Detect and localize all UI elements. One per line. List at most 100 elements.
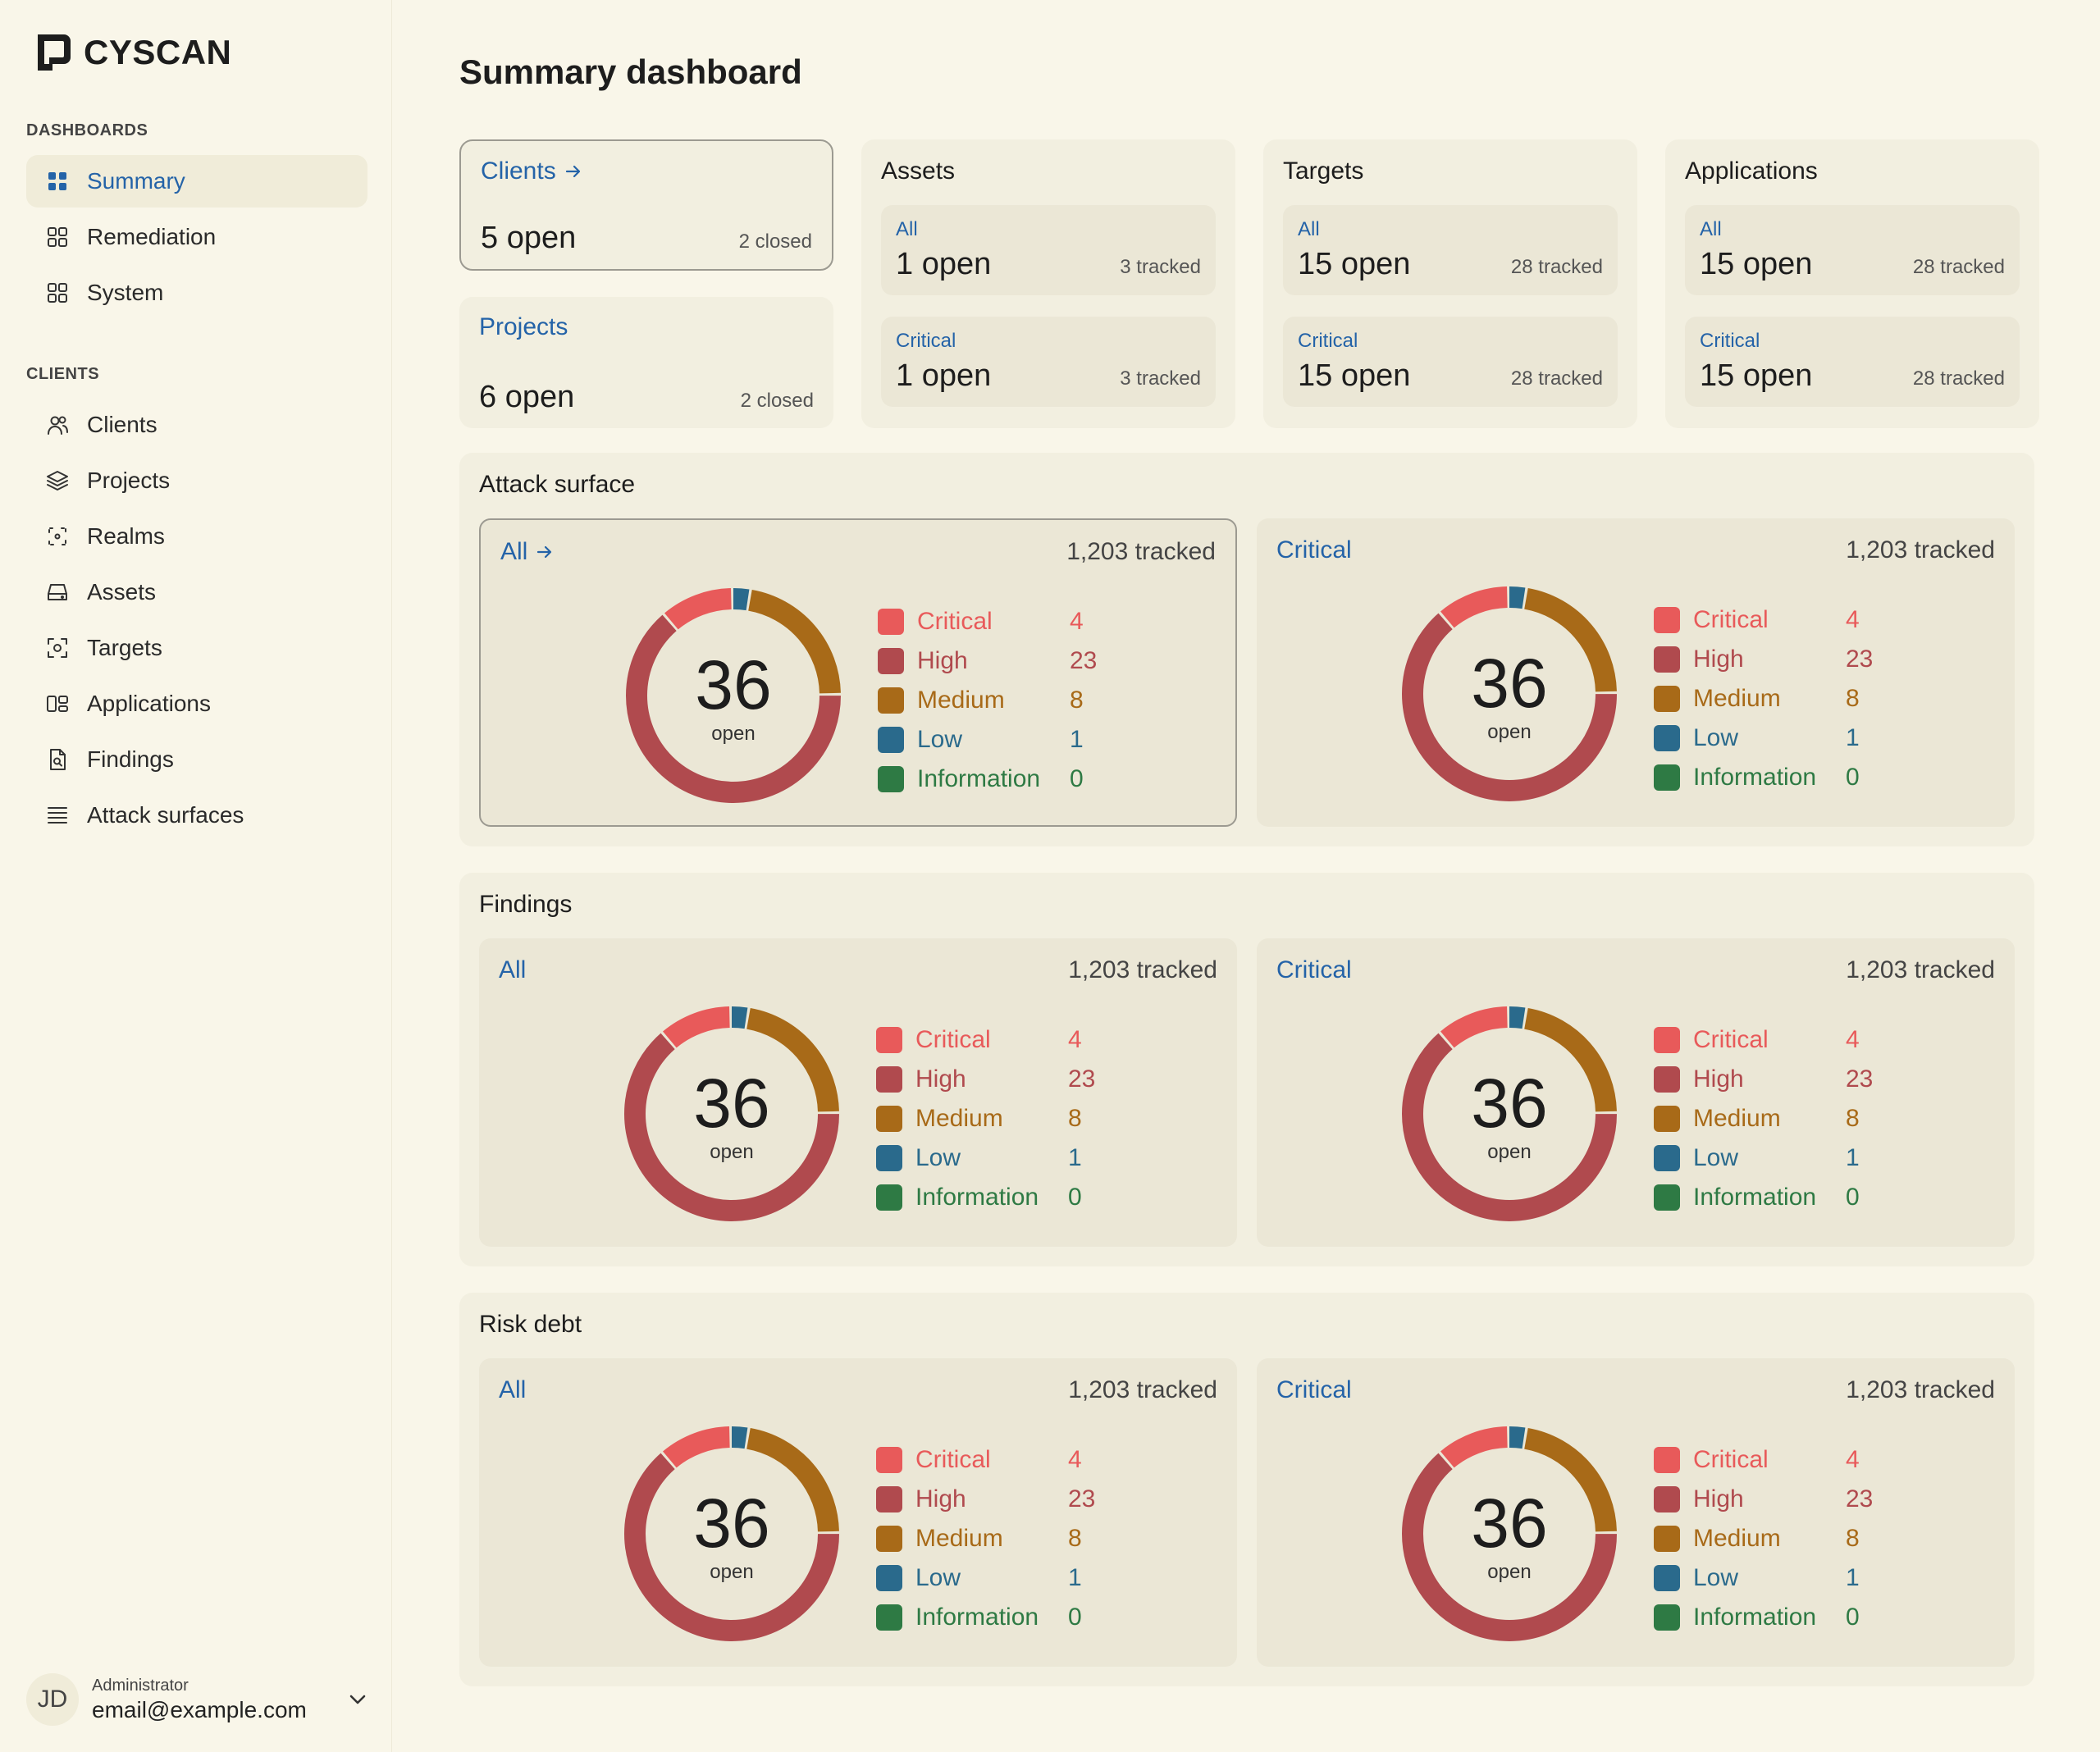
sidebar-item-label: Remediation: [87, 224, 217, 249]
sidebar-item-findings[interactable]: Findings: [26, 733, 368, 786]
projects-open: 6 open: [479, 380, 575, 414]
logo[interactable]: CYSCAN: [31, 26, 365, 79]
donut-chart: [624, 1006, 839, 1221]
legend-item-information[interactable]: Information 0: [878, 760, 1097, 799]
legend-value: 4: [1068, 1446, 1082, 1473]
donut-center-label: open: [1487, 1561, 1532, 1583]
projects-card[interactable]: Projects 6 open 2 closed: [459, 297, 833, 428]
tile-open: 15 open: [1298, 358, 1411, 393]
legend-swatch: [1654, 725, 1680, 751]
donut-center: 36 open: [1401, 1006, 1618, 1222]
sidebar-item-label: Clients: [87, 412, 158, 437]
legend-item-information[interactable]: Information 0: [1654, 1598, 1873, 1637]
findings-critical-chart[interactable]: Critical 1,203 tracked 36 open Critical 4 High…: [1257, 938, 2015, 1247]
chart-label[interactable]: All: [499, 956, 526, 984]
projects-link[interactable]: Projects: [479, 313, 814, 341]
legend-item-medium[interactable]: Medium 8: [1654, 1099, 1873, 1138]
list-icon-wrap: [46, 804, 69, 827]
legend-name: Information: [915, 1184, 1039, 1211]
legend-item-critical[interactable]: Critical 4: [1654, 600, 1873, 640]
tile-label: Critical: [1700, 330, 1760, 352]
legend-item-low[interactable]: Low 1: [1654, 1138, 1873, 1178]
legend-name: High: [915, 1065, 966, 1093]
legend-item-medium[interactable]: Medium 8: [876, 1519, 1095, 1558]
legend-value: 23: [1846, 1065, 1874, 1093]
legend-item-medium[interactable]: Medium 8: [1654, 679, 1873, 719]
sidebar-item-label: Summary: [87, 168, 185, 194]
sidebar-item-assets[interactable]: Assets: [26, 566, 368, 618]
risk-debt-panel: Risk debt All 1,203 tracked 36 open Critical 4…: [459, 1293, 2034, 1686]
chart-label[interactable]: Critical: [1276, 536, 1352, 564]
tile-open: 15 open: [1700, 358, 1813, 393]
user-menu[interactable]: JD Administrator email@example.com: [26, 1670, 371, 1729]
legend-name: Medium: [1693, 685, 1781, 712]
targets-all-tile[interactable]: All 15 open 28 tracked: [1283, 205, 1618, 295]
targets-critical-tile[interactable]: Critical 15 open 28 tracked: [1283, 317, 1618, 407]
legend-item-information[interactable]: Information 0: [876, 1598, 1095, 1637]
clients-open: 5 open: [481, 221, 577, 255]
tile-label: Critical: [1298, 330, 1358, 352]
legend-item-medium[interactable]: Medium 8: [878, 681, 1097, 720]
legend-item-low[interactable]: Low 1: [876, 1558, 1095, 1598]
legend-item-critical[interactable]: Critical 4: [1654, 1020, 1873, 1060]
legend-item-high[interactable]: High 23: [878, 641, 1097, 681]
assets-all-tile[interactable]: All 1 open 3 tracked: [881, 205, 1216, 295]
legend-item-information[interactable]: Information 0: [1654, 758, 1873, 797]
legend-swatch: [1654, 1486, 1680, 1512]
arrow-right-icon: [565, 165, 580, 178]
legend-item-critical[interactable]: Critical 4: [876, 1020, 1095, 1060]
legend-item-low[interactable]: Low 1: [1654, 1558, 1873, 1598]
sidebar-item-remediation[interactable]: Remediation: [26, 211, 368, 263]
tile-tracked: 28 tracked: [1510, 367, 1603, 390]
legend-item-high[interactable]: High 23: [1654, 640, 1873, 679]
sidebar-item-summary[interactable]: Summary: [26, 155, 368, 208]
clients-card[interactable]: Clients 5 open 2 closed: [459, 139, 833, 271]
legend-item-information[interactable]: Information 0: [1654, 1178, 1873, 1217]
donut-total: 36: [1471, 1485, 1548, 1562]
applications-all-tile[interactable]: All 15 open 28 tracked: [1685, 205, 2020, 295]
findings-all-chart[interactable]: All 1,203 tracked 36 open Critical 4 High 23 Med…: [479, 938, 1237, 1247]
donut-center-label: open: [710, 1141, 754, 1163]
clients-link[interactable]: Clients: [481, 157, 812, 185]
chart-label[interactable]: All: [500, 538, 555, 566]
legend-item-information[interactable]: Information 0: [876, 1178, 1095, 1217]
legend-item-high[interactable]: High 23: [876, 1060, 1095, 1099]
chart-label[interactable]: All: [499, 1376, 526, 1404]
legend-item-high[interactable]: High 23: [876, 1480, 1095, 1519]
assets-critical-tile[interactable]: Critical 1 open 3 tracked: [881, 317, 1216, 407]
legend-item-high[interactable]: High 23: [1654, 1060, 1873, 1099]
legend-item-critical[interactable]: Critical 4: [878, 602, 1097, 641]
attack-surface-all-chart[interactable]: All 1,203 tracked 36 open Critical 4 High 23 Med…: [479, 518, 1237, 827]
legend-item-low[interactable]: Low 1: [876, 1138, 1095, 1178]
sidebar-item-applications[interactable]: Applications: [26, 678, 368, 730]
legend-name: Critical: [915, 1446, 991, 1473]
sidebar-item-realms[interactable]: Realms: [26, 510, 368, 563]
legend-item-low[interactable]: Low 1: [878, 720, 1097, 760]
legend-item-low[interactable]: Low 1: [1654, 719, 1873, 758]
sidebar-item-system[interactable]: System: [26, 267, 368, 319]
attack-surface-critical-chart[interactable]: Critical 1,203 tracked 36 open Critical 4 High…: [1257, 518, 2015, 827]
chart-label[interactable]: Critical: [1276, 1376, 1352, 1404]
risk-debt-critical-chart[interactable]: Critical 1,203 tracked 36 open Critical 4 High…: [1257, 1358, 2015, 1667]
sidebar-item-projects[interactable]: Projects: [26, 454, 368, 507]
realm-icon: [48, 527, 66, 545]
legend-value: 4: [1070, 608, 1084, 635]
sidebar-item-clients[interactable]: Clients: [26, 399, 368, 451]
legend-value: 23: [1070, 647, 1098, 674]
legend-name: Medium: [1693, 1525, 1781, 1552]
risk-debt-all-chart[interactable]: All 1,203 tracked 36 open Critical 4 High 23 Med…: [479, 1358, 1237, 1667]
legend-name: Medium: [915, 1525, 1003, 1552]
applications-critical-tile[interactable]: Critical 15 open 28 tracked: [1685, 317, 2020, 407]
sidebar-item-targets[interactable]: Targets: [26, 622, 368, 674]
legend-item-medium[interactable]: Medium 8: [876, 1099, 1095, 1138]
legend-name: Low: [1693, 1564, 1739, 1591]
legend-item-medium[interactable]: Medium 8: [1654, 1519, 1873, 1558]
legend-item-high[interactable]: High 23: [1654, 1480, 1873, 1519]
legend-swatch: [1654, 1106, 1680, 1132]
chart-label[interactable]: Critical: [1276, 956, 1352, 984]
legend-item-critical[interactable]: Critical 4: [1654, 1440, 1873, 1480]
sidebar-item-attack-surfaces[interactable]: Attack surfaces: [26, 789, 368, 842]
legend-item-critical[interactable]: Critical 4: [876, 1440, 1095, 1480]
layers-icon: [47, 471, 68, 490]
chevron-down-icon[interactable]: [345, 1686, 371, 1713]
